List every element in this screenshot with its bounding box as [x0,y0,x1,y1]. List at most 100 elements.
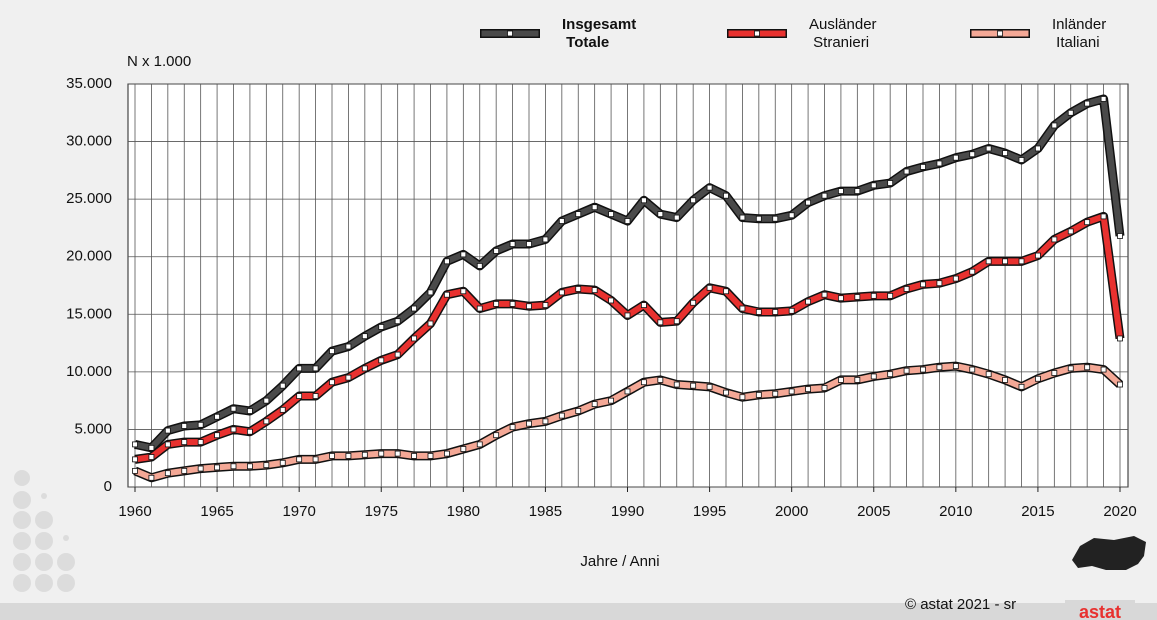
legend-marker [754,30,760,37]
marker [952,275,959,282]
marker [214,464,220,471]
marker [755,391,762,398]
marker [296,365,303,372]
marker [1018,383,1025,390]
y-tick-label: 5.000 [74,420,112,437]
footer: © astat 2021 - sr [905,596,1016,613]
marker [772,309,779,315]
marker [1035,252,1041,259]
marker [887,292,894,299]
y-tick-label: 10.000 [66,363,112,380]
marker [181,467,188,474]
marker [509,241,516,247]
marker [854,294,861,300]
marker [1100,213,1107,220]
marker [755,309,762,315]
marker [887,180,894,186]
marker [657,211,664,218]
marker [312,456,319,463]
marker [952,154,959,161]
marker [444,450,450,457]
marker [542,418,549,425]
marker [460,251,467,258]
marker [1018,258,1025,265]
marker [657,377,664,383]
marker [969,366,976,373]
marker [739,305,746,312]
marker [690,382,697,389]
marker [164,470,171,477]
marker [673,214,680,221]
marker [263,397,270,404]
marker [641,302,647,308]
marker [378,450,385,457]
marker [164,427,171,434]
marker [920,281,926,288]
marker [230,463,237,470]
marker [838,188,844,194]
y-tick-label: 30.000 [66,133,112,150]
marker [788,212,795,219]
marker [641,197,647,204]
marker [969,268,976,275]
x-tick-label: 1995 [693,503,726,520]
marker [345,343,352,350]
marker [805,386,811,393]
y-axis-label: N x 1.000 [127,53,191,70]
marker [1018,157,1025,163]
marker [493,301,500,307]
marker [1002,258,1008,265]
marker [558,412,565,419]
marker [673,318,680,325]
marker [903,367,910,374]
marker [444,258,450,265]
marker [1035,375,1041,382]
x-tick-label: 2010 [939,503,972,520]
marker [361,365,368,372]
marker [985,371,992,378]
marker [903,286,910,292]
marker [673,381,680,388]
x-tick-label: 1980 [447,503,480,520]
marker [394,450,401,457]
marker [279,459,286,466]
marker [887,371,894,378]
marker [624,312,631,319]
marker [641,379,647,386]
marker [460,288,467,295]
marker [657,319,664,326]
marker [805,298,811,305]
marker [870,373,877,380]
marker [542,302,549,308]
marker [345,453,352,459]
series [132,361,1124,483]
marker [296,393,303,399]
marker [1100,96,1107,102]
marker [1117,233,1123,239]
marker [197,465,204,472]
legend-label: Insgesamt Totale [562,16,636,51]
marker [608,397,614,404]
y-tick-label: 35.000 [66,75,112,92]
marker [558,289,565,296]
marker [706,383,713,390]
marker [279,406,286,413]
marker [509,424,516,431]
marker [985,258,992,265]
x-tick-label: 1970 [282,503,315,520]
marker [788,307,795,314]
marker [329,453,335,459]
marker [197,439,204,445]
x-tick-label: 1985 [529,503,562,520]
marker [788,388,795,395]
marker [427,289,434,296]
marker [247,408,253,414]
marker [279,382,286,389]
marker [772,390,779,397]
marker [838,377,844,383]
marker [690,299,697,306]
marker [1002,377,1008,383]
marker [132,456,138,463]
marker [903,168,910,175]
